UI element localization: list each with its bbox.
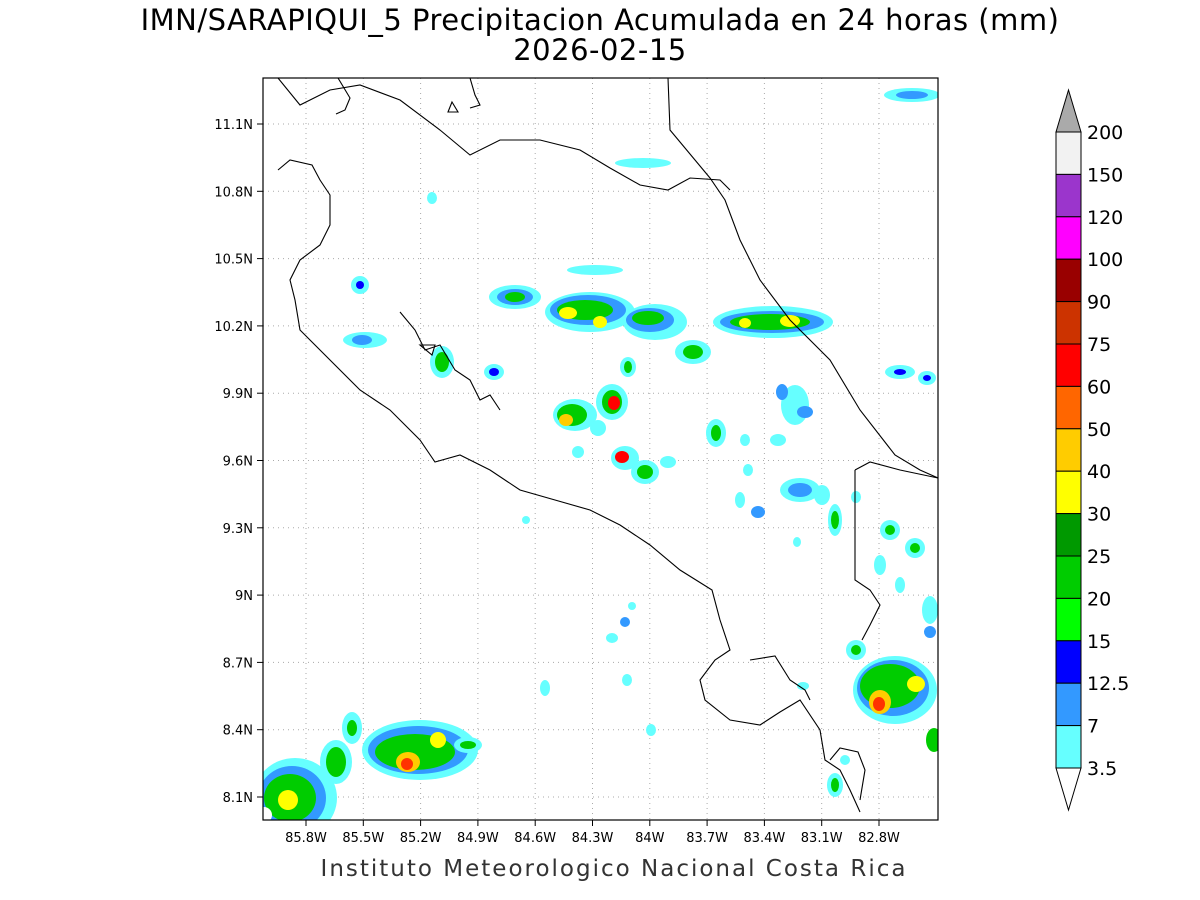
latitude-label: 10.8N [214, 185, 253, 200]
map-grid [263, 78, 938, 820]
colorbar-label: 75 [1087, 334, 1111, 356]
colorbar-swatch [1055, 428, 1082, 472]
latitude-label: 8.1N [223, 791, 253, 806]
colorbar-swatch [1055, 597, 1082, 642]
latitude-label: 8.4N [223, 724, 253, 739]
map-title: IMN/SARAPIQUI_5 Precipitacion Acumulada … [140, 3, 1060, 37]
colorbar-swatch [1055, 513, 1082, 557]
colorbar-label: 90 [1087, 292, 1111, 314]
colorbar-label: 120 [1087, 207, 1123, 229]
colorbar-label: 30 [1087, 504, 1111, 526]
latitude-label: 10.2N [214, 320, 253, 335]
colorbar-label: 20 [1087, 588, 1111, 610]
colorbar-label: 15 [1087, 631, 1111, 653]
colorbar-label: 3.5 [1087, 758, 1117, 780]
longitude-label: 82.8W [858, 831, 900, 846]
latitude-label: 9.6N [223, 455, 253, 470]
latitude-label: 9.9N [223, 387, 253, 402]
colorbar-swatch [1055, 725, 1082, 769]
colorbar: 200 150 120 100 90 75 60 50 40 30 25 20 15 12.5 7 3.5 [1055, 88, 1129, 812]
longitude-label: 83.1W [801, 831, 843, 846]
colorbar-swatch [1055, 301, 1082, 345]
colorbar-label: 40 [1087, 461, 1111, 483]
longitude-label: 85.2W [400, 831, 442, 846]
colorbar-under-arrow [1055, 767, 1082, 812]
colorbar-swatch [1055, 640, 1082, 684]
colorbar-swatch [1055, 555, 1082, 599]
latitude-labels: 11.1N 10.8N 10.5N 10.2N 9.9N 9.6N 9.3N 9N 8.7N 8.… [214, 118, 263, 806]
latitude-label: 11.1N [214, 118, 253, 133]
colorbar-swatch [1055, 258, 1082, 303]
colorbar-label: 150 [1087, 164, 1123, 186]
longitude-label: 84.3W [572, 831, 614, 846]
latitude-label: 9N [235, 589, 253, 604]
precipitation-field [263, 88, 938, 820]
longitude-label: 83.4W [743, 831, 785, 846]
latitude-label: 9.3N [223, 522, 253, 537]
rain-cell [797, 88, 938, 797]
colorbar-label: 100 [1087, 249, 1123, 271]
latitude-label: 8.7N [223, 656, 253, 671]
coastline [277, 78, 938, 813]
longitude-label: 84.6W [514, 831, 556, 846]
longitude-labels: 85.8W 85.5W 85.2W 84.9W 84.6W 84.3W 84W 83.7W 83… [285, 820, 900, 846]
colorbar-swatch [1055, 173, 1082, 218]
longitude-label: 84W [635, 831, 665, 846]
colorbar-label: 7 [1087, 716, 1099, 738]
rain-cell [263, 602, 656, 820]
colorbar-over-arrow [1055, 88, 1082, 133]
longitude-label: 85.8W [285, 831, 327, 846]
footer-credit: Instituto Meteorologico Nacional Costa R… [320, 856, 908, 882]
rain-cell [522, 357, 861, 547]
colorbar-swatch [1055, 131, 1082, 175]
colorbar-label: 25 [1087, 546, 1111, 568]
longitude-label: 84.9W [457, 831, 499, 846]
map-frame [262, 77, 939, 821]
colorbar-label: 12.5 [1087, 673, 1129, 695]
colorbar-swatch [1055, 470, 1082, 515]
colorbar-swatch [1055, 682, 1082, 727]
colorbar-label: 50 [1087, 419, 1111, 441]
latitude-label: 10.5N [214, 253, 253, 268]
longitude-label: 83.7W [686, 831, 728, 846]
longitude-label: 85.5W [342, 831, 384, 846]
colorbar-label: 200 [1087, 122, 1123, 144]
colorbar-swatch [1055, 385, 1082, 430]
map-date: 2026-02-15 [513, 33, 687, 67]
colorbar-swatch [1055, 216, 1082, 260]
colorbar-label: 60 [1087, 376, 1111, 398]
colorbar-swatch [1055, 343, 1082, 387]
